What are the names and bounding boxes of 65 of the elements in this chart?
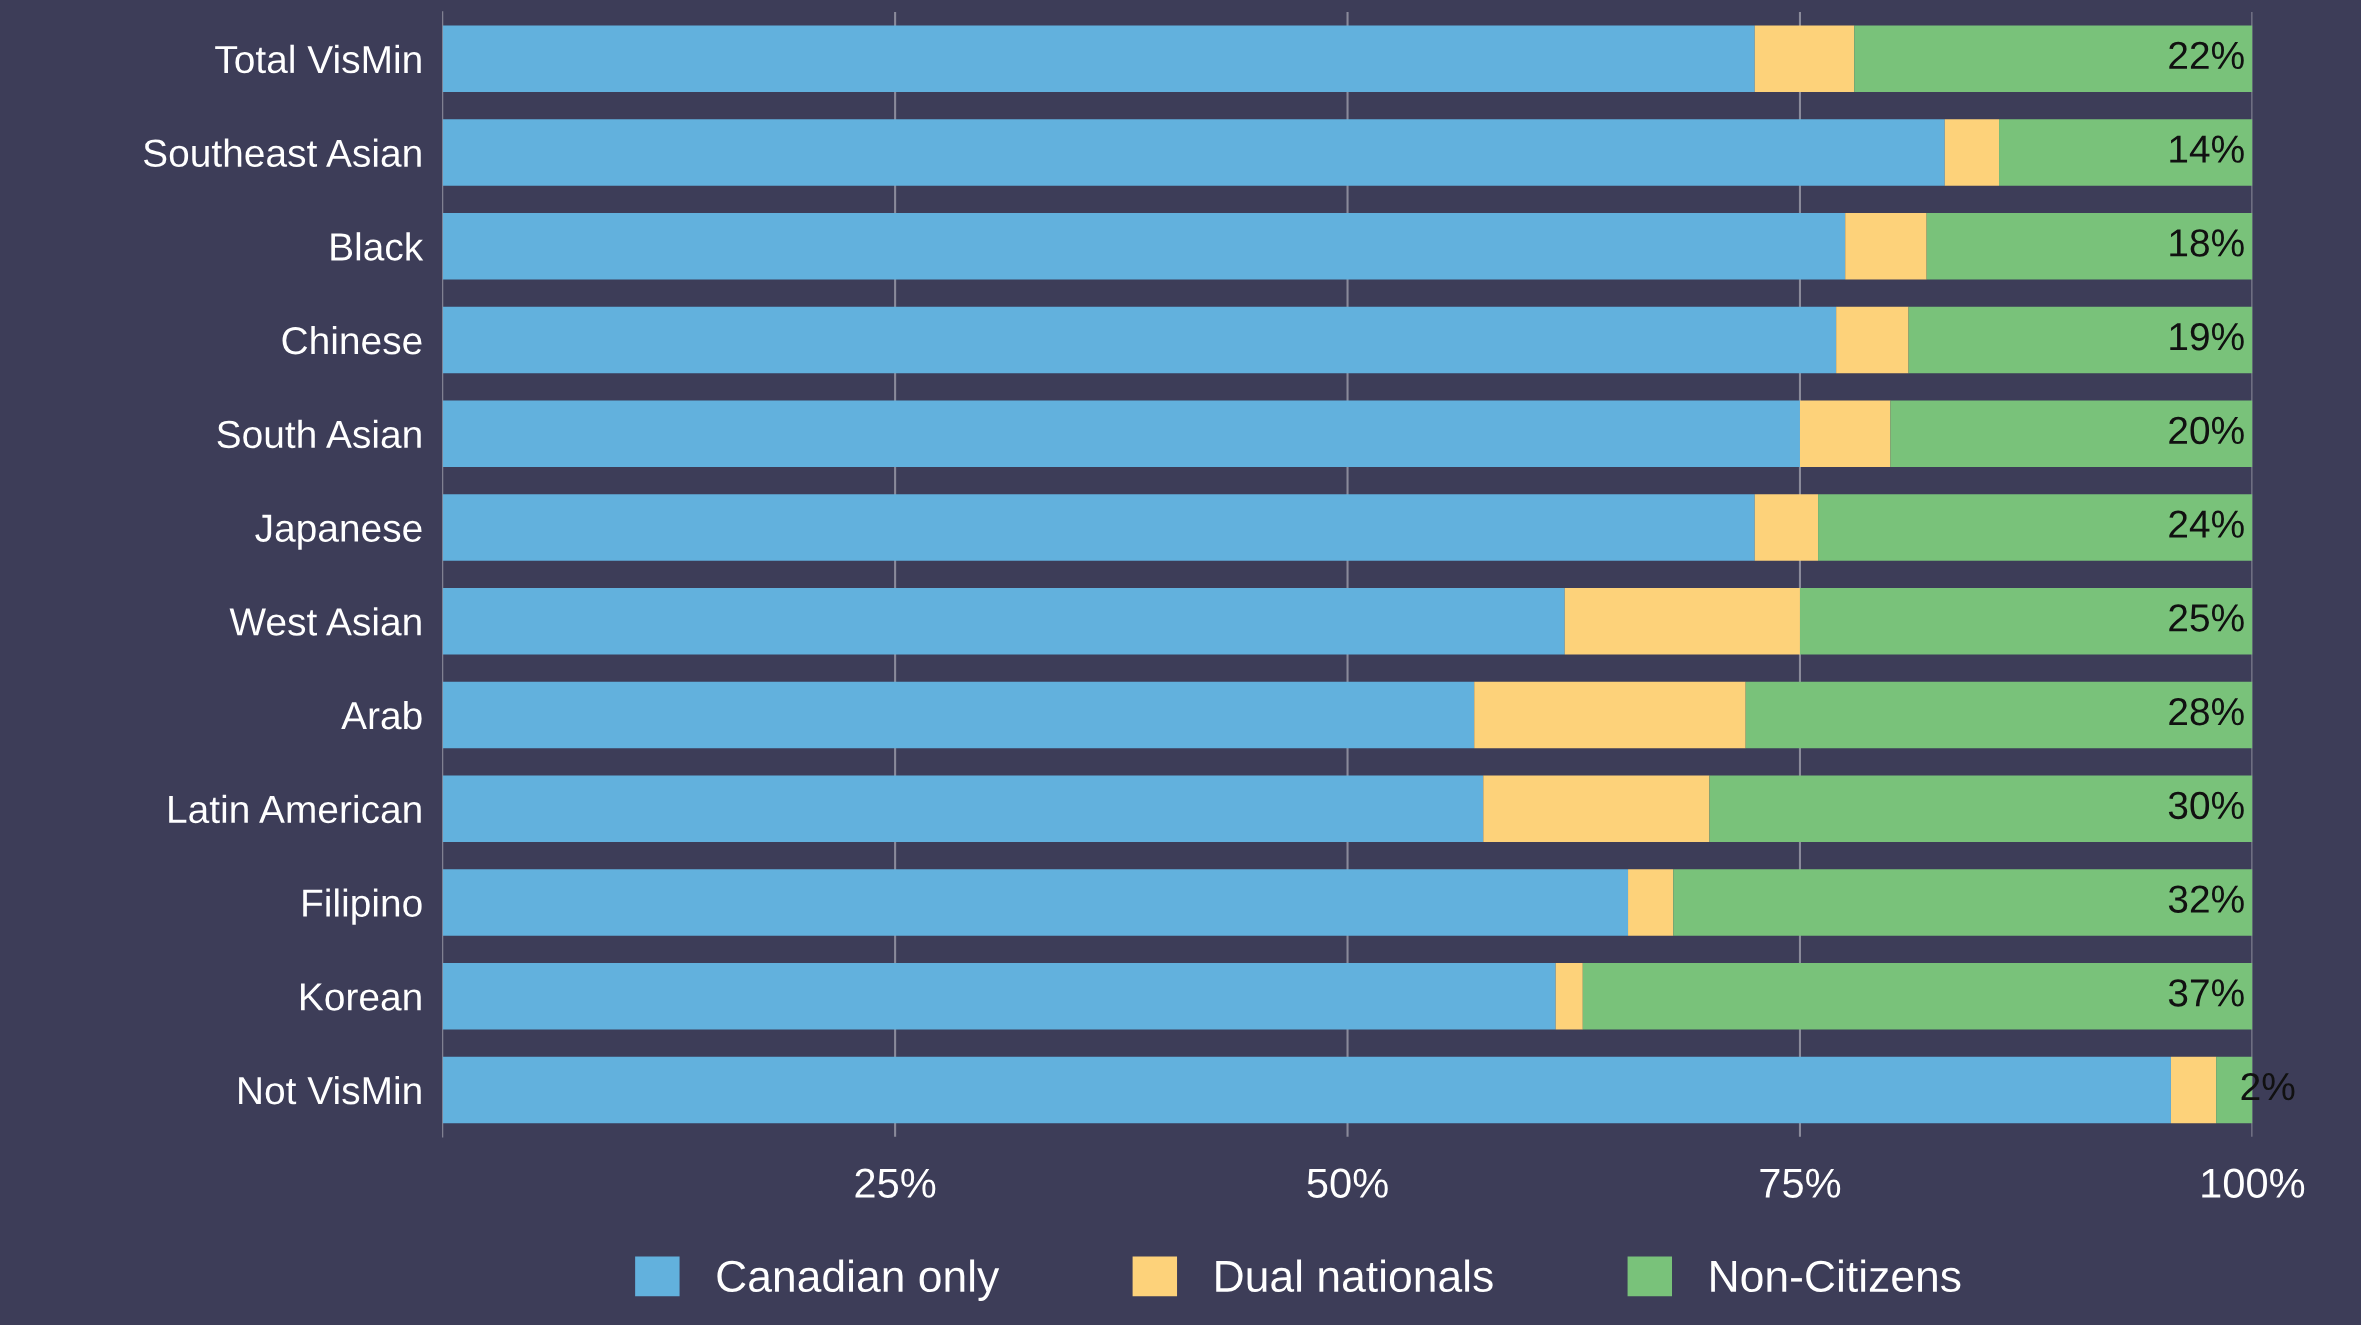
data-label: 28% <box>2169 697 2244 726</box>
bar <box>1926 213 2253 280</box>
data-label: 37% <box>2168 979 2244 1007</box>
bar <box>1628 869 1674 936</box>
legend-label: Canadian only <box>717 1259 1000 1301</box>
bar <box>442 306 1837 374</box>
bar <box>1555 962 1583 1030</box>
y-tick-label: Total VisMin <box>215 44 421 74</box>
bar <box>1754 494 1819 561</box>
y-tick-label: Korean <box>301 983 421 1011</box>
bar <box>1845 213 1927 280</box>
bar <box>442 681 1475 749</box>
bar <box>1474 681 1746 749</box>
bar <box>442 400 1800 468</box>
data-label: 24% <box>2169 510 2244 538</box>
bar <box>1483 775 1710 843</box>
y-tick-label: Filipino <box>303 888 422 925</box>
bar <box>1944 119 2000 186</box>
data-label: 32% <box>2168 885 2244 913</box>
bar <box>1745 681 2253 749</box>
data-label: 20% <box>2169 416 2244 445</box>
y-tick-label: Southeast Asian <box>143 138 421 168</box>
data-label: 30% <box>2168 791 2244 820</box>
bar <box>442 119 1945 186</box>
bar <box>1564 587 1800 655</box>
data-label: 18% <box>2170 229 2244 257</box>
legend-label: Dual nationals <box>1216 1259 1493 1293</box>
bar <box>1754 25 1855 93</box>
y-tick-label: Arab <box>341 700 422 730</box>
bar <box>442 1056 2171 1124</box>
y-tick-label: West Asian <box>229 607 421 636</box>
bar <box>1582 962 2253 1030</box>
bar <box>1818 494 2253 561</box>
bar <box>1799 400 1891 468</box>
bar <box>442 962 1556 1030</box>
data-label: 25% <box>2169 604 2244 632</box>
bar <box>1908 306 2253 374</box>
y-tick-label: Not VisMin <box>239 1075 421 1105</box>
bar <box>442 25 1755 93</box>
y-tick-label: Japanese <box>255 514 422 550</box>
y-tick-label: South Asian <box>217 419 421 449</box>
x-tick-label: 75% <box>1760 1168 1841 1199</box>
y-tick-label: Black <box>331 232 424 261</box>
bar <box>442 587 1565 655</box>
x-tick-label: 100% <box>2202 1168 2305 1199</box>
bar <box>1854 25 2253 93</box>
bar <box>1836 306 1909 374</box>
x-tick-label: 50% <box>1307 1168 1388 1199</box>
bar <box>442 494 1755 561</box>
data-label: 19% <box>2170 322 2244 351</box>
bar <box>442 213 1846 280</box>
bar <box>1799 587 2253 655</box>
y-tick-label: Latin American <box>169 794 421 824</box>
bar <box>442 869 1629 936</box>
bar <box>1890 400 2253 468</box>
legend-label: Non-Citizens <box>1711 1259 1961 1293</box>
bar <box>1673 869 2253 936</box>
x-tick-label: 25% <box>855 1168 936 1199</box>
y-tick-label: Chinese <box>282 325 422 355</box>
bar <box>442 775 1484 843</box>
data-label: 22% <box>2169 41 2244 70</box>
bar <box>1709 775 2253 843</box>
bar <box>2170 1056 2217 1124</box>
bar <box>1999 119 2253 186</box>
data-label: 14% <box>2170 135 2244 163</box>
